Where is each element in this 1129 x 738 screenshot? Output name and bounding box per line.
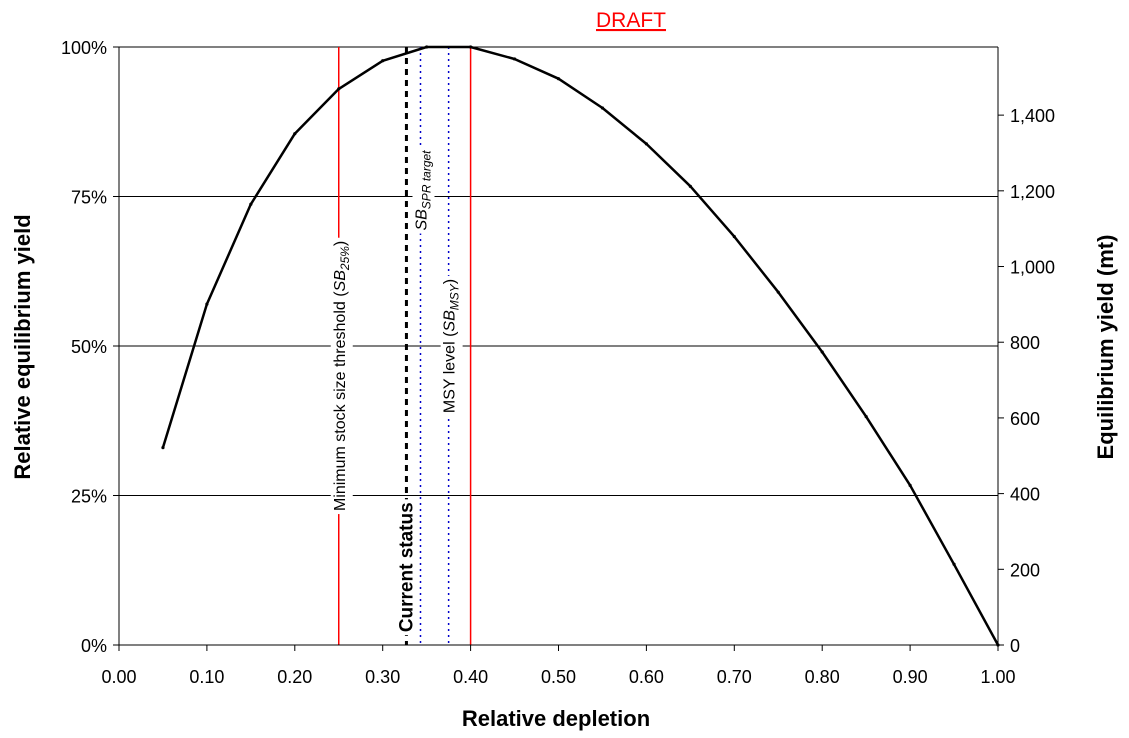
x-tick-label-5: 0.50 <box>541 667 576 687</box>
ref-label-bg-0 <box>330 237 353 515</box>
ref-label-0: Minimum stock size threshold (SB25%) <box>332 241 352 511</box>
ref-label-bg-3 <box>440 275 463 417</box>
gridlines <box>119 46 998 496</box>
y2-tick-label-0: 0 <box>1010 636 1020 656</box>
data-point-0-17 <box>908 483 912 487</box>
x-tick-label-6: 0.60 <box>629 667 664 687</box>
y2-tick-label-3: 600 <box>1010 409 1040 429</box>
data-point-0-0 <box>161 446 165 450</box>
y2-tick-label-7: 1,400 <box>1010 106 1055 126</box>
data-point-0-11 <box>644 142 649 146</box>
y2-tick-label-6: 1,200 <box>1010 182 1055 202</box>
data-point-0-9 <box>556 77 561 81</box>
y-tick-label-3: 75% <box>71 188 107 208</box>
data-point-0-13 <box>732 234 736 239</box>
x-tick-label-10: 1.00 <box>980 667 1015 687</box>
y-tick-label-0: 0% <box>81 636 107 656</box>
y2-tick-label-4: 800 <box>1010 333 1040 353</box>
x-tick-label-3: 0.30 <box>365 667 400 687</box>
data-point-0-4 <box>337 87 341 91</box>
data-point-0-16 <box>864 414 868 419</box>
y2-axis-title: Equilibrium yield (mt) <box>1093 235 1118 460</box>
data-point-0-12 <box>688 184 692 188</box>
data-point-0-10 <box>600 106 605 110</box>
y-tick-label-4: 100% <box>61 38 107 58</box>
y2-tick-label-2: 400 <box>1010 485 1040 505</box>
y-tick-label-2: 50% <box>71 337 107 357</box>
x-tick-label-7: 0.70 <box>717 667 752 687</box>
axes <box>113 46 1004 651</box>
chart-title: DRAFT <box>596 9 666 32</box>
ref-label-2: SBSPR target <box>413 150 433 231</box>
ref-label-bg-2 <box>412 146 435 234</box>
y2-tick-label-1: 200 <box>1010 560 1040 580</box>
series-line-0 <box>161 45 1000 646</box>
series-group <box>161 45 1000 647</box>
data-point-0-18 <box>952 562 956 566</box>
data-point-0-1 <box>205 302 209 306</box>
x-tick-label-1: 0.10 <box>189 667 224 687</box>
data-point-0-2 <box>249 202 253 206</box>
ref-label-1: Current status <box>396 502 417 632</box>
x-tick-label-2: 0.20 <box>277 667 312 687</box>
x-tick-label-8: 0.80 <box>805 667 840 687</box>
y-axis-title: Relative equilibrium yield <box>10 214 35 479</box>
data-point-0-8 <box>512 57 517 61</box>
ref-label-bg-1 <box>395 499 419 636</box>
y-tick-label-1: 25% <box>71 487 107 507</box>
reference-lines: Minimum stock size threshold (SB25%) Curr… <box>330 47 472 645</box>
data-point-0-5 <box>381 59 385 63</box>
data-point-0-6 <box>425 45 429 49</box>
x-tick-label-4: 0.40 <box>453 667 488 687</box>
y2-tick-label-5: 1,000 <box>1010 258 1055 278</box>
data-point-0-15 <box>820 350 824 354</box>
data-point-0-7 <box>469 45 473 49</box>
x-axis-title: Relative depletion <box>462 706 650 731</box>
x-tick-label-0: 0.00 <box>101 667 136 687</box>
x-tick-label-9: 0.90 <box>893 667 928 687</box>
ref-label-3: MSY level (SBMSY) <box>442 279 462 413</box>
data-point-0-14 <box>776 290 780 294</box>
data-point-0-3 <box>293 132 297 136</box>
tick-labels: 0.00 0.10 0.20 0.30 0.40 0.50 0.60 0.70 0.80 0.90… <box>61 38 1055 687</box>
